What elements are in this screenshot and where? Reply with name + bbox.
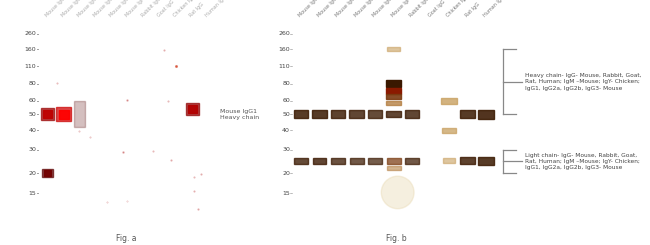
Text: Human IgG: Human IgG [205,0,228,18]
Text: 40: 40 [282,128,290,133]
Bar [313,158,326,164]
Bar [368,158,382,164]
Bar [387,158,400,164]
Text: Mouse IgG2a: Mouse IgG2a [76,0,102,18]
Circle shape [382,176,414,209]
Bar [386,80,401,87]
Bar [58,110,68,119]
Text: 40: 40 [29,128,36,133]
Bar [386,94,401,99]
Bar [405,110,419,118]
Text: Heavy chain- IgG- Mouse, Rabbit, Goat,
Rat, Human; IgM –Mouse; IgY- Chicken;
IgG: Heavy chain- IgG- Mouse, Rabbit, Goat, R… [525,73,642,90]
Text: 20: 20 [29,171,36,176]
Bar [74,101,85,127]
Bar [331,110,345,118]
Bar [368,110,382,118]
Bar [478,157,494,165]
Text: 80: 80 [29,81,36,86]
Text: Mouse IgG2b: Mouse IgG2b [353,0,379,18]
Bar [441,98,457,104]
Bar [350,158,363,164]
Bar [186,103,199,115]
Text: 20: 20 [282,171,290,176]
Bar [460,110,475,118]
Text: Mouse IgG1
Heavy chain: Mouse IgG1 Heavy chain [220,109,259,120]
Text: Fig. b: Fig. b [386,233,407,243]
Text: 30: 30 [29,147,36,152]
Bar [294,110,308,118]
Bar [57,107,71,121]
Text: 60: 60 [29,98,36,103]
Text: Mouse IgG: Mouse IgG [298,0,319,18]
Text: Rat IgG: Rat IgG [188,1,205,18]
Bar [478,110,494,119]
Text: Mouse IgG2a: Mouse IgG2a [335,0,361,18]
Text: 15: 15 [282,191,290,196]
Bar [442,128,456,133]
Text: 110: 110 [278,64,290,69]
Text: Goat IgG: Goat IgG [157,0,176,18]
Bar [405,158,419,164]
Text: Mouse IgG3: Mouse IgG3 [109,0,133,18]
Bar [386,111,401,117]
Text: 50: 50 [282,112,290,117]
Text: 160: 160 [278,47,290,52]
Text: Rabbit IgG: Rabbit IgG [409,0,430,18]
Text: Chicken IgY: Chicken IgY [173,0,196,18]
Bar [386,101,401,105]
Text: 260: 260 [278,31,290,36]
Text: Rat IgG: Rat IgG [464,1,480,18]
Bar [44,110,52,118]
Bar [44,171,51,176]
Text: 15: 15 [29,191,36,196]
Text: Human IgG: Human IgG [482,0,506,18]
Text: 110: 110 [25,64,36,69]
Text: Goat IgG: Goat IgG [427,0,446,18]
Bar [188,105,196,113]
Bar [294,158,308,164]
Bar [386,88,401,94]
Text: Mouse IgG3: Mouse IgG3 [372,0,395,18]
Bar [387,47,400,51]
Text: Rabbit IgG: Rabbit IgG [140,0,162,18]
Text: Fig. a: Fig. a [116,233,137,243]
Bar [312,110,327,118]
Text: Mouse IgG: Mouse IgG [44,0,66,18]
Text: Chicken IgY: Chicken IgY [445,0,469,18]
Text: Mouse IgG1: Mouse IgG1 [60,0,84,18]
Text: 50: 50 [29,112,36,117]
Text: Mouse IgM: Mouse IgM [390,0,412,18]
Bar [331,158,345,164]
Text: Light chain- IgG- Mouse, Rabbit, Goat,
Rat, Human; IgM –Mouse; IgY- Chicken;
IgG: Light chain- IgG- Mouse, Rabbit, Goat, R… [525,153,640,170]
Text: Mouse IgG1: Mouse IgG1 [316,0,340,18]
Text: 160: 160 [25,47,36,52]
Bar [41,108,54,120]
Bar [460,157,475,164]
Bar [443,158,455,163]
Bar [349,110,364,118]
Text: 60: 60 [282,98,290,103]
Text: 80: 80 [282,81,290,86]
Bar [42,169,53,177]
Text: Mouse IgG2b: Mouse IgG2b [92,0,118,18]
Text: Mouse IgM: Mouse IgM [124,0,146,18]
Text: 260: 260 [25,31,36,36]
Bar [387,166,400,170]
Text: 30: 30 [282,147,290,152]
